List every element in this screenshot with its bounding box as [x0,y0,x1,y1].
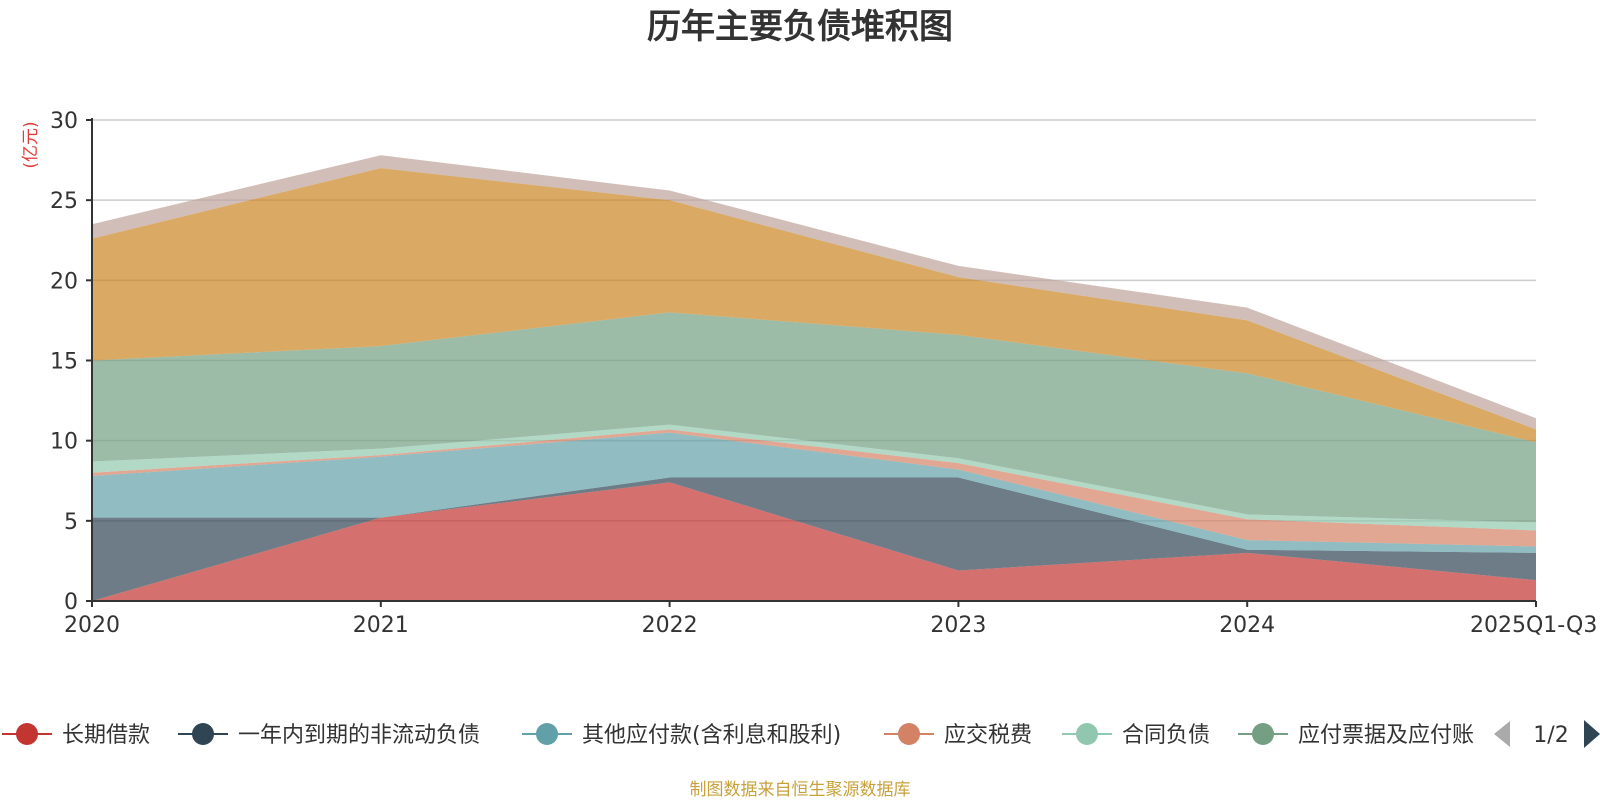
area-series-5 [92,424,1536,531]
legend-label: 其他应付款(含利息和股利) [582,723,841,748]
legend-label: 长期借款 [62,723,150,748]
legend[interactable]: 长期借款 一年内到期的非流动负债 其他应付款(含利息和股利) 应交税费 合同负债 应付票据… [2,723,1474,748]
y-tick-label: 25 [50,189,78,214]
legend-pager: 1/2 [1494,720,1600,748]
source-note: 制图数据来自恒生聚源数据库 [690,780,911,800]
legend-item[interactable]: 其他应付款(含利息和股利) [522,723,841,748]
area-series-7 [92,168,1536,443]
y-tick-label: 0 [64,590,78,615]
legend-marker [1252,723,1274,745]
legend-item[interactable]: 合同负债 [1062,723,1210,748]
y-tick-label: 20 [50,269,78,294]
y-axis-unit: (亿元) [21,121,41,168]
chart-title: 历年主要负债堆积图 [647,7,953,47]
legend-item[interactable]: 一年内到期的非流动负债 [178,723,480,748]
y-tick-label: 15 [50,350,78,375]
axes: 0 5 10 15 20 25 30 2020 2021 2022 2023 2024 2025Q1-Q… [50,109,1597,638]
stacked-areas [92,155,1536,601]
area-series-2 [92,477,1536,601]
legend-marker [16,723,38,745]
legend-item[interactable]: 应付票据及应付账 [1238,723,1474,748]
y-tick-label: 10 [50,430,78,455]
x-tick-label: 2024 [1219,613,1275,638]
legend-marker [1076,723,1098,745]
area-series-6 [92,312,1536,523]
legend-page-indicator: 1/2 [1533,723,1568,748]
x-tick-label: 2022 [642,613,698,638]
legend-label: 应交税费 [944,723,1032,748]
legend-item[interactable]: 应交税费 [884,723,1032,748]
x-tick-label: 2025Q1-Q3 [1470,613,1597,638]
prev-page-icon[interactable] [1494,721,1510,747]
area-series-3 [92,432,1536,553]
y-tick-label: 30 [50,109,78,134]
legend-marker [536,723,558,745]
x-tick-label: 2021 [353,613,409,638]
next-page-icon[interactable] [1584,720,1600,748]
legend-label: 一年内到期的非流动负债 [238,723,480,748]
legend-marker [898,723,920,745]
area-series-1 [92,482,1536,601]
legend-label: 应付票据及应付账 [1298,723,1474,748]
legend-label: 合同负债 [1122,723,1210,748]
x-tick-label: 2020 [64,613,120,638]
x-tick-label: 2023 [930,613,986,638]
legend-marker [192,723,214,745]
y-tick-label: 5 [64,510,78,535]
legend-item[interactable]: 长期借款 [2,723,150,748]
area-series-4 [92,429,1536,547]
